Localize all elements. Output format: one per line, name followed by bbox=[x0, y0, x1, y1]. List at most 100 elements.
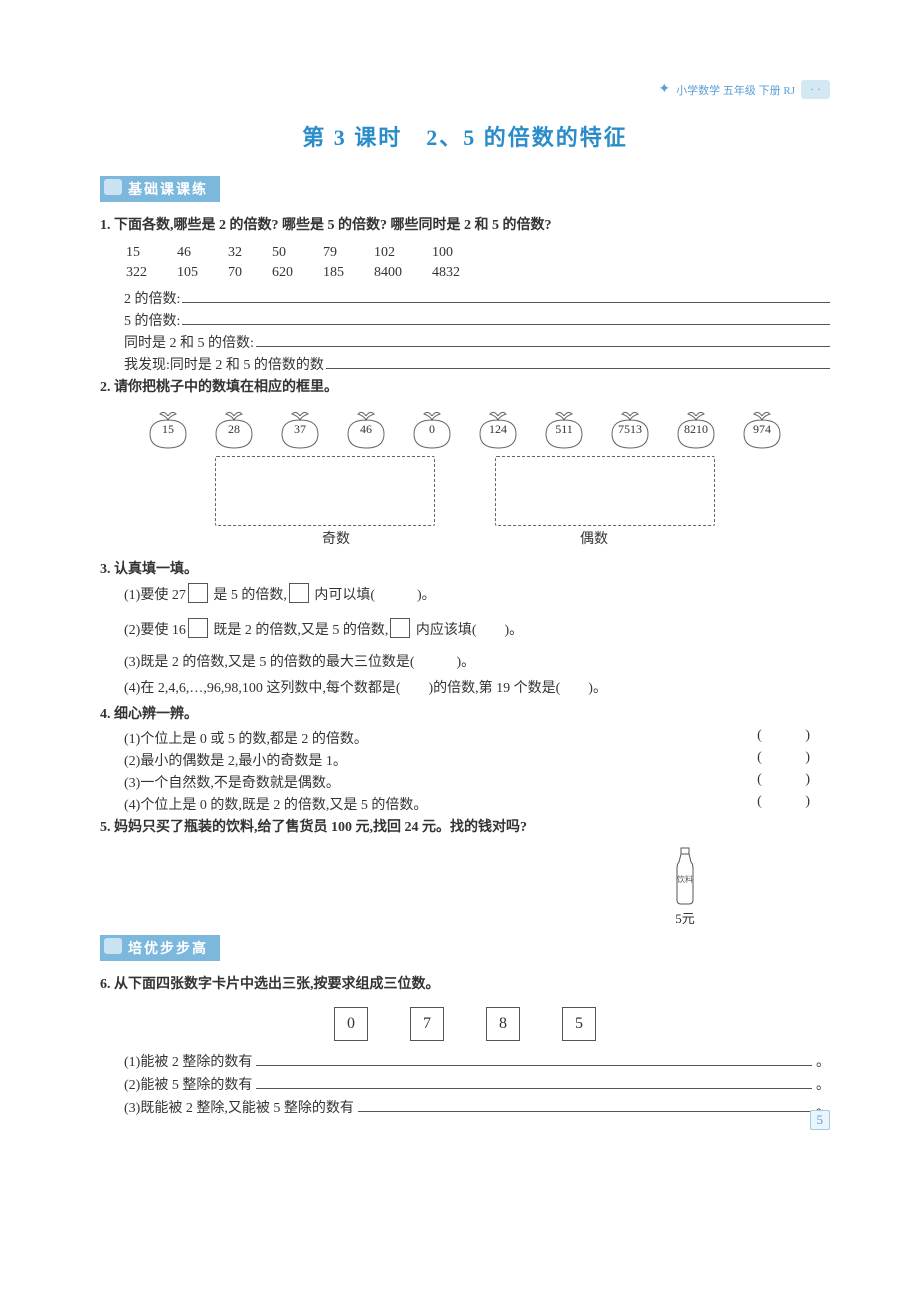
q1-n: 79 bbox=[323, 244, 372, 262]
page-number: 5 bbox=[810, 1110, 831, 1130]
header-tag-icon: · · bbox=[801, 80, 830, 99]
even-box bbox=[495, 456, 715, 526]
digit-card: 0 bbox=[334, 1007, 368, 1041]
q3-item-4: (4)在 2,4,6,…,96,98,100 这列数中,每个数都是( )的倍数,… bbox=[124, 677, 830, 701]
blank-box-icon bbox=[289, 583, 309, 603]
q5-stem: 5. 妈妈只买了瓶装的饮料,给了售货员 100 元,找回 24 元。找的钱对吗? bbox=[100, 816, 830, 840]
q4-2-text: (2)最小的偶数是 2,最小的奇数是 1。 bbox=[124, 750, 347, 770]
blank-line bbox=[326, 355, 830, 369]
peach-value: 124 bbox=[489, 422, 507, 437]
section-advanced-tab: 培优步步高 bbox=[100, 935, 220, 961]
page-title: 第 3 课时 2、5 的倍数的特征 bbox=[100, 120, 830, 152]
q6-stem: 6. 从下面四张数字卡片中选出三张,按要求组成三位数。 bbox=[100, 973, 830, 997]
period: 。 bbox=[816, 1051, 830, 1071]
q1-n: 105 bbox=[177, 264, 226, 282]
blank-box-icon bbox=[188, 583, 208, 603]
q1-n: 322 bbox=[126, 264, 175, 282]
q3-2-post2: 内应该填( )。 bbox=[412, 623, 523, 638]
q1-n: 15 bbox=[126, 244, 175, 262]
blank-line bbox=[182, 289, 830, 303]
q4-item-1: (1)个位上是 0 或 5 的数,都是 2 的倍数。 ( ) bbox=[124, 728, 830, 748]
even-label: 偶数 bbox=[580, 528, 608, 548]
digit-card: 8 bbox=[486, 1007, 520, 1041]
q1-n: 50 bbox=[272, 244, 321, 262]
peach-icon: 511 bbox=[540, 410, 588, 450]
q1-n: 102 bbox=[374, 244, 430, 262]
peach-value: 511 bbox=[555, 422, 573, 437]
q1-line3-label: 同时是 2 和 5 的倍数: bbox=[124, 332, 254, 352]
q1-numbers: 15 46 32 50 79 102 100 322 105 70 620 18… bbox=[124, 242, 490, 284]
digit-card: 5 bbox=[562, 1007, 596, 1041]
q6-cards: 0 7 8 5 bbox=[100, 1007, 830, 1041]
peach-icon: 15 bbox=[144, 410, 192, 450]
q1-n: 46 bbox=[177, 244, 226, 262]
q6-2-pre: (2)能被 5 整除的数有 bbox=[124, 1074, 252, 1094]
q1-line1: 2 的倍数: bbox=[124, 288, 830, 308]
paren-blank: ( ) bbox=[757, 750, 830, 770]
q6-line-1: (1)能被 2 整除的数有 。 bbox=[124, 1051, 830, 1071]
peach-icon: 974 bbox=[738, 410, 786, 450]
blank-line bbox=[256, 1052, 812, 1066]
blank-line bbox=[182, 311, 830, 325]
q4-1-text: (1)个位上是 0 或 5 的数,都是 2 的倍数。 bbox=[124, 728, 368, 748]
q4-stem: 4. 细心辨一辨。 bbox=[100, 703, 830, 727]
bottle-text-svg: 饮料 bbox=[677, 874, 693, 884]
q5-figure: 饮料 5元 bbox=[100, 846, 830, 927]
page-number-value: 5 bbox=[810, 1110, 831, 1130]
peach-icon: 37 bbox=[276, 410, 324, 450]
peach-value: 7513 bbox=[618, 422, 642, 437]
q3-item-1: (1)要使 27 是 5 的倍数, 内可以填( )。 bbox=[124, 583, 830, 608]
bottle-price: 5元 bbox=[675, 908, 695, 927]
peach-value: 46 bbox=[360, 422, 372, 437]
odd-box bbox=[215, 456, 435, 526]
q2-box-labels: 奇数 偶数 bbox=[100, 528, 830, 548]
blank-box-icon bbox=[390, 618, 410, 638]
q1-line3: 同时是 2 和 5 的倍数: bbox=[124, 332, 830, 352]
q1-line4: 我发现:同时是 2 和 5 的倍数的数 bbox=[124, 354, 830, 374]
peach-value: 37 bbox=[294, 422, 306, 437]
q4-item-2: (2)最小的偶数是 2,最小的奇数是 1。 ( ) bbox=[124, 750, 830, 770]
paren-blank: ( ) bbox=[757, 772, 830, 792]
q3-1-pre: (1)要使 27 bbox=[124, 588, 186, 603]
q4-item-3: (3)一个自然数,不是奇数就是偶数。 ( ) bbox=[124, 772, 830, 792]
q4-4-text: (4)个位上是 0 的数,既是 2 的倍数,又是 5 的倍数。 bbox=[124, 794, 427, 814]
peach-icon: 124 bbox=[474, 410, 522, 450]
q3-2-post: 既是 2 的倍数,又是 5 的倍数, bbox=[210, 623, 389, 638]
page-header: ✦ 小学数学 五年级 下册 RJ · · bbox=[658, 80, 830, 99]
peach-icon: 46 bbox=[342, 410, 390, 450]
peach-icon: 28 bbox=[210, 410, 258, 450]
q1-line2-label: 5 的倍数: bbox=[124, 310, 180, 330]
q1-n: 70 bbox=[228, 264, 270, 282]
header-arrow-icon: ✦ bbox=[658, 81, 670, 98]
q6-line-2: (2)能被 5 整除的数有 。 bbox=[124, 1074, 830, 1094]
peach-value: 8210 bbox=[684, 422, 708, 437]
q1-n: 100 bbox=[432, 244, 488, 262]
q3-item-3: (3)既是 2 的倍数,又是 5 的倍数的最大三位数是( )。 bbox=[124, 651, 830, 675]
q2-peach-row: 15 28 37 46 0 124 511 7513 bbox=[100, 410, 830, 450]
q6-3-pre: (3)既能被 2 整除,又能被 5 整除的数有 bbox=[124, 1097, 354, 1117]
section-basic-tab: 基础课课练 bbox=[100, 176, 220, 202]
q1-n: 185 bbox=[323, 264, 372, 282]
blank-box-icon bbox=[188, 618, 208, 638]
q2-stem: 2. 请你把桃子中的数填在相应的框里。 bbox=[100, 376, 830, 400]
q6-line-3: (3)既能被 2 整除,又能被 5 整除的数有 。 bbox=[124, 1097, 830, 1117]
paren-blank: ( ) bbox=[757, 794, 830, 814]
paren-blank: ( ) bbox=[757, 728, 830, 748]
peach-value: 0 bbox=[429, 422, 435, 437]
peach-icon: 0 bbox=[408, 410, 456, 450]
q1-stem: 1. 下面各数,哪些是 2 的倍数? 哪些是 5 的倍数? 哪些同时是 2 和 … bbox=[100, 214, 830, 238]
q3-stem: 3. 认真填一填。 bbox=[100, 558, 830, 582]
q3-item-2: (2)要使 16 既是 2 的倍数,又是 5 的倍数, 内应该填( )。 bbox=[124, 618, 830, 643]
digit-card: 7 bbox=[410, 1007, 444, 1041]
blank-line bbox=[256, 1075, 812, 1089]
q2-boxes bbox=[100, 456, 830, 526]
peach-value: 28 bbox=[228, 422, 240, 437]
peach-value: 974 bbox=[753, 422, 771, 437]
q3-1-post: 是 5 的倍数, bbox=[210, 588, 287, 603]
q3-2-pre: (2)要使 16 bbox=[124, 623, 186, 638]
q1-n: 32 bbox=[228, 244, 270, 262]
q6-1-pre: (1)能被 2 整除的数有 bbox=[124, 1051, 252, 1071]
q4-item-4: (4)个位上是 0 的数,既是 2 的倍数,又是 5 的倍数。 ( ) bbox=[124, 794, 830, 814]
odd-label: 奇数 bbox=[322, 528, 350, 548]
q3-1-post2: 内可以填( )。 bbox=[311, 588, 436, 603]
